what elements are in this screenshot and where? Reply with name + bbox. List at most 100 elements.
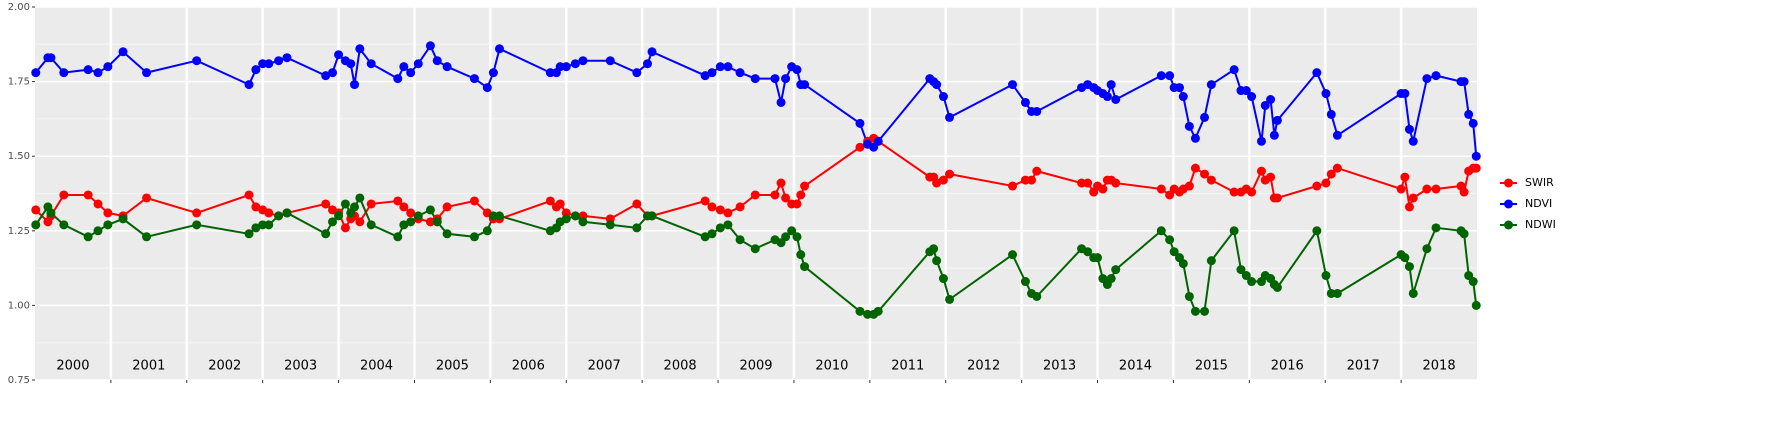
data-point [1020,277,1030,287]
data-point [800,181,810,191]
data-point [118,214,128,224]
data-point [792,65,802,75]
data-point [1111,265,1121,275]
data-point [1396,184,1406,194]
data-point [366,220,376,230]
data-point [334,211,344,221]
data-point [1422,244,1432,254]
data-point [264,208,274,218]
year-label: 2005 [436,359,469,374]
data-point [1468,277,1478,287]
data-point [264,220,274,230]
year-label: 2006 [512,359,545,374]
data-point [1408,193,1418,203]
year-label: 2012 [967,359,1000,374]
data-point [413,59,423,69]
data-point [1200,169,1210,179]
data-point [482,83,492,93]
data-point [393,196,403,206]
data-point [555,199,565,209]
year-label: 2014 [1119,359,1152,374]
data-point [1431,71,1441,81]
data-point [425,205,435,215]
data-point [59,190,69,200]
legend-marker [1504,220,1513,230]
y-tick-label: 2.00 [8,2,30,13]
data-point [605,220,615,230]
data-point [570,211,580,221]
data-point [1312,68,1322,78]
data-point [800,262,810,272]
data-point [192,56,202,66]
data-point [545,196,555,206]
data-point [192,220,202,230]
data-point [46,208,56,218]
data-point [1229,65,1239,75]
data-point [192,208,202,218]
data-point [1008,181,1018,191]
legend-marker [1504,178,1513,188]
data-point [945,169,955,179]
data-point [1272,115,1282,125]
data-point [142,68,152,78]
data-point [1229,187,1239,197]
year-label: 2004 [360,359,393,374]
data-point [1321,271,1331,281]
data-point [1332,288,1342,298]
series-line [35,43,1478,157]
y-tick-label: 1.25 [8,226,30,237]
data-point [334,50,344,60]
data-point [1165,71,1175,81]
data-point [93,68,103,78]
data-point [647,211,657,221]
data-point [647,47,657,57]
data-point [855,142,865,152]
data-point [366,199,376,209]
data-point [142,193,152,203]
data-point [700,196,710,206]
data-point [932,256,942,266]
data-point [700,232,710,242]
data-point [406,208,416,218]
data-point [425,217,435,227]
data-point [103,208,113,218]
data-point [1083,247,1093,257]
data-point [393,74,403,84]
data-point [770,74,780,84]
data-point [570,59,580,69]
data-point [1020,97,1030,107]
data-point [469,232,479,242]
data-point [399,62,409,72]
data-point [1106,80,1116,90]
data-point [432,56,442,66]
data-point [488,68,498,78]
data-point [118,47,128,57]
data-point [781,193,791,203]
data-point [399,220,409,230]
data-point [425,41,435,51]
data-point [929,244,939,254]
data-point [1111,95,1121,105]
data-point [1400,172,1410,182]
data-point [399,202,409,212]
year-label: 2018 [1423,359,1456,374]
data-point [406,68,416,78]
data-point [1256,166,1266,176]
data-point [274,211,284,221]
data-point [715,223,725,233]
data-point [873,136,883,146]
data-point [83,65,93,75]
legend-label: NDWI [1525,218,1556,231]
data-point [328,68,338,78]
data-point [31,220,41,230]
data-point [781,74,791,84]
data-point [1400,89,1410,99]
data-point [707,68,717,78]
data-point [321,71,331,81]
data-point [1169,247,1179,257]
data-point [59,220,69,230]
data-point [632,223,642,233]
y-tick-label: 0.75 [8,375,30,386]
data-point [103,62,113,72]
data-point [781,232,791,242]
